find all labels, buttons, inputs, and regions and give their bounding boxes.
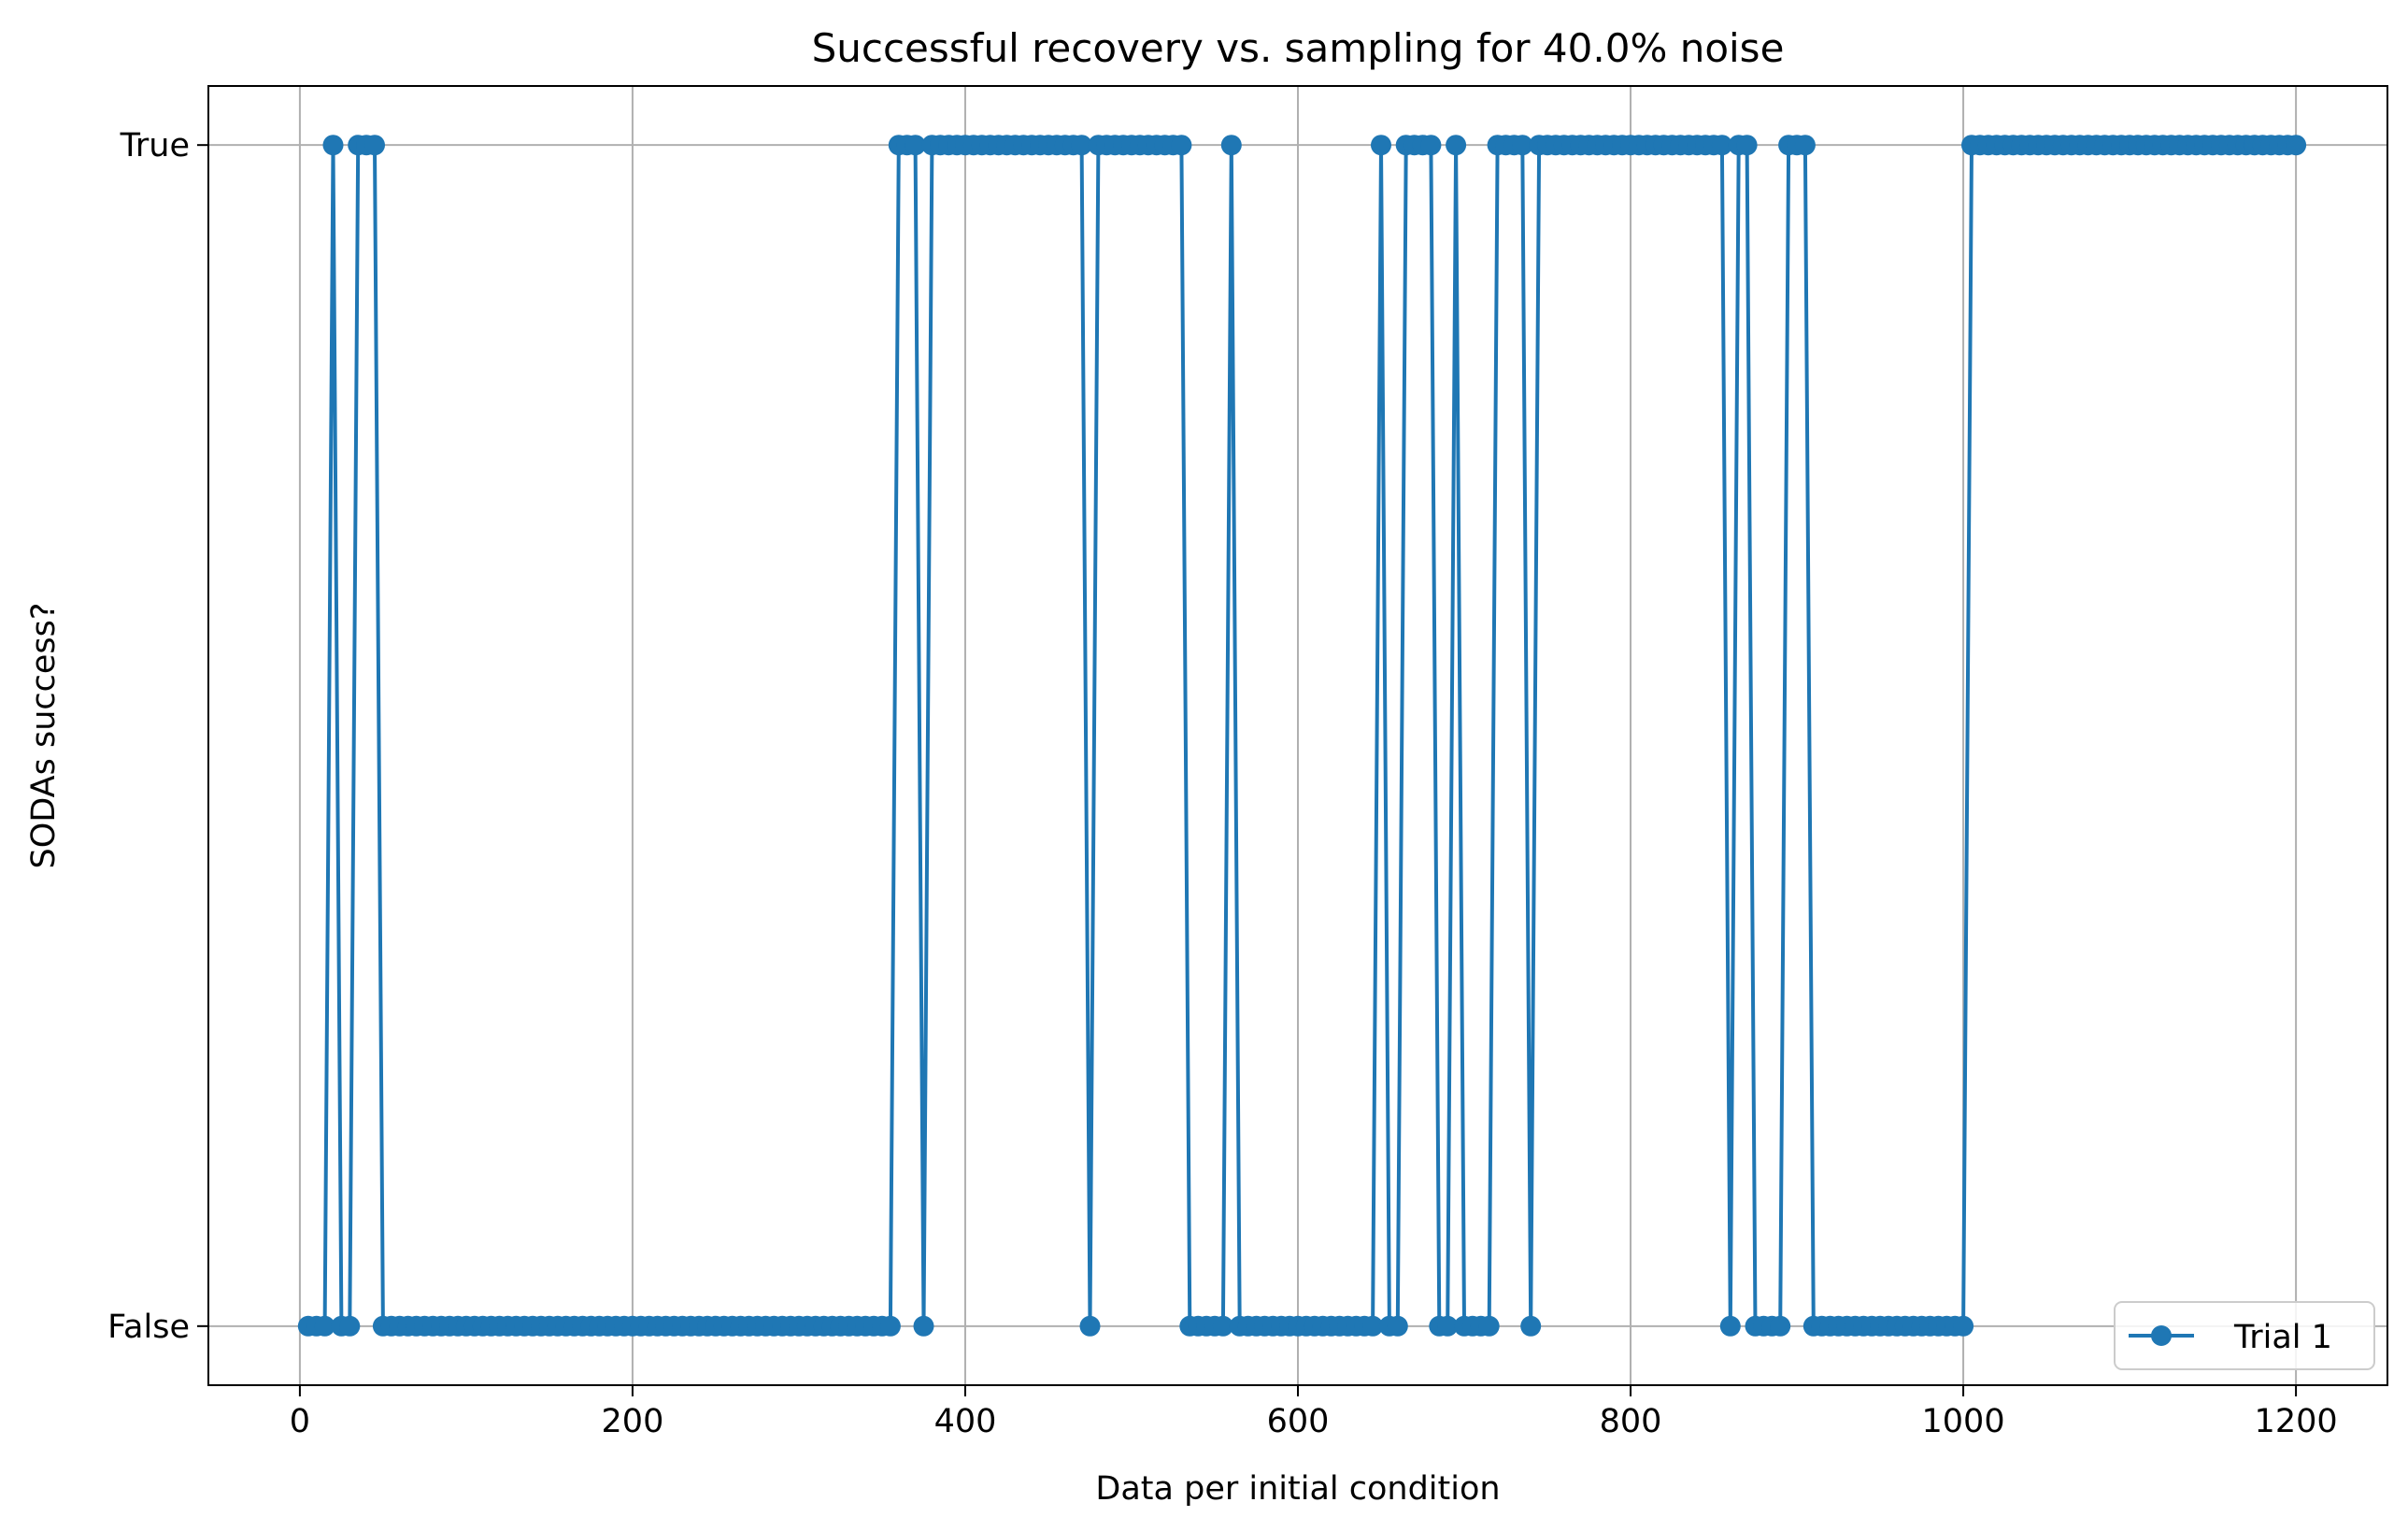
data-point — [314, 1315, 335, 1337]
data-point — [1362, 1315, 1384, 1337]
x-tick-label: 600 — [1267, 1403, 1330, 1440]
x-tick-label: 0 — [290, 1403, 310, 1440]
legend-marker — [2151, 1325, 2172, 1346]
data-point — [1446, 135, 1467, 156]
chart-title: Successful recovery vs. sampling for 40.… — [812, 25, 1785, 71]
data-point — [1719, 1315, 1741, 1337]
data-point — [1371, 135, 1391, 156]
data-point — [1079, 1315, 1101, 1337]
legend-box — [2114, 1301, 2375, 1370]
x-axis-label: Data per initial condition — [1095, 1470, 1500, 1508]
data-point — [339, 1315, 361, 1337]
x-tick-label: 200 — [602, 1403, 664, 1440]
data-point — [879, 1315, 901, 1337]
x-tick-label: 1200 — [2255, 1403, 2338, 1440]
data-point — [1420, 135, 1442, 156]
data-point — [1478, 1315, 1500, 1337]
axis-ticks: 0 200 400 600 800 1000 1200 False True — [107, 127, 2337, 1440]
data-point — [1512, 135, 1533, 156]
data-point — [913, 1315, 934, 1337]
data-point — [322, 135, 344, 156]
data-point — [1220, 135, 1242, 156]
data-point — [1794, 135, 1816, 156]
data-point — [1953, 1315, 1974, 1337]
legend: Trial 1 — [2114, 1301, 2375, 1370]
y-tick-label: True — [120, 127, 190, 165]
data-point — [1711, 135, 1732, 156]
series-layer — [297, 135, 2307, 1337]
y-axis-label: SODAs success? — [25, 603, 63, 869]
legend-label: Trial 1 — [2233, 1319, 2332, 1356]
data-point — [364, 135, 385, 156]
data-point — [1520, 1315, 1542, 1337]
x-tick-label: 800 — [1600, 1403, 1662, 1440]
data-point — [905, 135, 926, 156]
data-point — [1171, 135, 1192, 156]
data-point — [1736, 135, 1758, 156]
x-tick-label: 400 — [934, 1403, 997, 1440]
y-tick-label: False — [107, 1309, 190, 1346]
data-point — [1770, 1315, 1791, 1337]
data-point — [1071, 135, 1092, 156]
x-tick-label: 1000 — [1922, 1403, 2005, 1440]
data-point — [2286, 135, 2307, 156]
data-point — [1437, 1315, 1459, 1337]
data-point — [1212, 1315, 1233, 1337]
data-point — [1387, 1315, 1408, 1337]
